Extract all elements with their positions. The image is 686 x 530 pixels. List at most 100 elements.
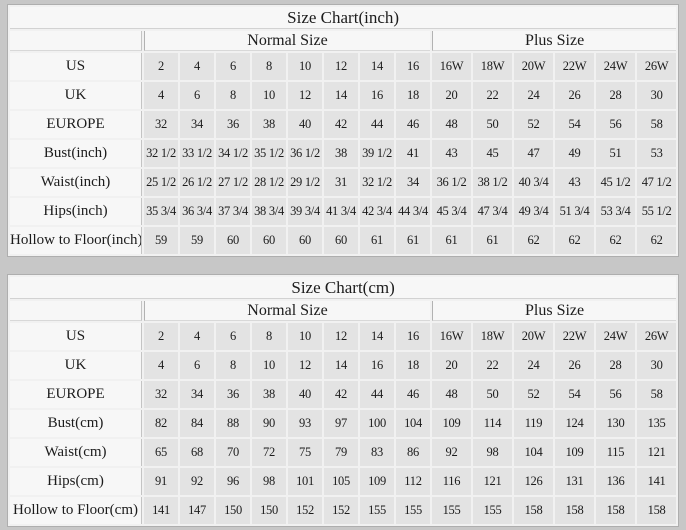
value-cell: 10 <box>288 53 322 80</box>
value-cell: 24 <box>514 82 553 109</box>
value-cell: 43 <box>555 169 594 196</box>
row-label: Hollow to Floor(inch) <box>10 227 142 254</box>
value-cell: 46 <box>396 381 430 408</box>
value-cell: 26W <box>637 323 677 350</box>
value-cell: 61 <box>473 227 512 254</box>
value-cell: 135 <box>637 410 677 437</box>
value-cell: 155 <box>360 497 394 524</box>
value-cell: 22W <box>555 323 594 350</box>
value-cell: 124 <box>555 410 594 437</box>
value-cell: 88 <box>216 410 250 437</box>
value-cell: 150 <box>252 497 286 524</box>
table-row: Waist(cm) 65 68 70 72 75 79 83 86 92 98 104 109 115 12… <box>10 439 677 466</box>
value-cell: 14 <box>360 323 394 350</box>
table-title: Size Chart(cm) <box>10 277 677 299</box>
value-cell: 86 <box>396 439 430 466</box>
value-cell: 14 <box>324 82 358 109</box>
value-cell: 32 <box>144 381 178 408</box>
value-cell: 12 <box>324 53 358 80</box>
value-cell: 42 <box>324 111 358 138</box>
corner-cell <box>10 31 142 51</box>
value-cell: 96 <box>216 468 250 495</box>
table-row: Hollow to Floor(cm) 141 147 150 150 152 152 155… <box>10 497 677 524</box>
value-cell: 38 1/2 <box>473 169 512 196</box>
value-cell: 46 <box>396 111 430 138</box>
row-label: Waist(cm) <box>10 439 142 466</box>
value-cell: 32 <box>144 111 178 138</box>
value-cell: 105 <box>324 468 358 495</box>
value-cell: 6 <box>180 82 214 109</box>
value-cell: 52 <box>514 111 553 138</box>
value-cell: 54 <box>555 111 594 138</box>
value-cell: 35 1/2 <box>252 140 286 167</box>
table-row: US 2 4 6 8 10 12 14 16 16W 18W 20W 22W 24W 26W <box>10 53 677 80</box>
value-cell: 62 <box>637 227 677 254</box>
value-cell: 18 <box>396 352 430 379</box>
value-cell: 8 <box>216 352 250 379</box>
value-cell: 83 <box>360 439 394 466</box>
value-cell: 18 <box>396 82 430 109</box>
value-cell: 16 <box>396 53 430 80</box>
row-label: EUROPE <box>10 381 142 408</box>
value-cell: 93 <box>288 410 322 437</box>
value-cell: 4 <box>180 323 214 350</box>
row-label: Hips(cm) <box>10 468 142 495</box>
value-cell: 60 <box>288 227 322 254</box>
value-cell: 36 1/2 <box>288 140 322 167</box>
value-cell: 26 <box>555 352 594 379</box>
value-cell: 47 1/2 <box>637 169 677 196</box>
value-cell: 6 <box>180 352 214 379</box>
value-cell: 100 <box>360 410 394 437</box>
value-cell: 2 <box>144 323 178 350</box>
value-cell: 41 3/4 <box>324 198 358 225</box>
value-cell: 18W <box>473 53 512 80</box>
row-label: Waist(inch) <box>10 169 142 196</box>
value-cell: 38 <box>252 111 286 138</box>
value-cell: 109 <box>555 439 594 466</box>
value-cell: 56 <box>596 381 635 408</box>
value-cell: 131 <box>555 468 594 495</box>
value-cell: 109 <box>360 468 394 495</box>
value-cell: 43 <box>432 140 471 167</box>
value-cell: 48 <box>432 111 471 138</box>
plus-size-header: Plus Size <box>432 301 677 321</box>
value-cell: 16 <box>396 323 430 350</box>
value-cell: 24W <box>596 53 635 80</box>
value-cell: 48 <box>432 381 471 408</box>
value-cell: 42 <box>324 381 358 408</box>
value-cell: 60 <box>216 227 250 254</box>
value-cell: 32 1/2 <box>144 140 178 167</box>
value-cell: 121 <box>637 439 677 466</box>
value-cell: 60 <box>252 227 286 254</box>
value-cell: 31 <box>324 169 358 196</box>
value-cell: 150 <box>216 497 250 524</box>
value-cell: 36 3/4 <box>180 198 214 225</box>
value-cell: 109 <box>432 410 471 437</box>
value-cell: 55 1/2 <box>637 198 677 225</box>
value-cell: 45 1/2 <box>596 169 635 196</box>
value-cell: 53 <box>637 140 677 167</box>
value-cell: 147 <box>180 497 214 524</box>
value-cell: 49 <box>555 140 594 167</box>
value-cell: 101 <box>288 468 322 495</box>
value-cell: 98 <box>252 468 286 495</box>
value-cell: 22W <box>555 53 594 80</box>
value-cell: 59 <box>144 227 178 254</box>
value-cell: 59 <box>180 227 214 254</box>
plus-size-header: Plus Size <box>432 31 677 51</box>
value-cell: 62 <box>596 227 635 254</box>
value-cell: 12 <box>324 323 358 350</box>
value-cell: 22 <box>473 82 512 109</box>
value-cell: 50 <box>473 381 512 408</box>
value-cell: 42 3/4 <box>360 198 394 225</box>
table-row: Bust(inch) 32 1/2 33 1/2 34 1/2 35 1/2 36 1/2… <box>10 140 677 167</box>
tables-root: Size Chart(inch) Normal Size Plus Size US 2 4… <box>7 4 680 527</box>
value-cell: 60 <box>324 227 358 254</box>
row-label: EUROPE <box>10 111 142 138</box>
value-cell: 12 <box>288 352 322 379</box>
value-cell: 38 <box>252 381 286 408</box>
value-cell: 56 <box>596 111 635 138</box>
value-cell: 130 <box>596 410 635 437</box>
value-cell: 40 3/4 <box>514 169 553 196</box>
value-cell: 10 <box>288 323 322 350</box>
